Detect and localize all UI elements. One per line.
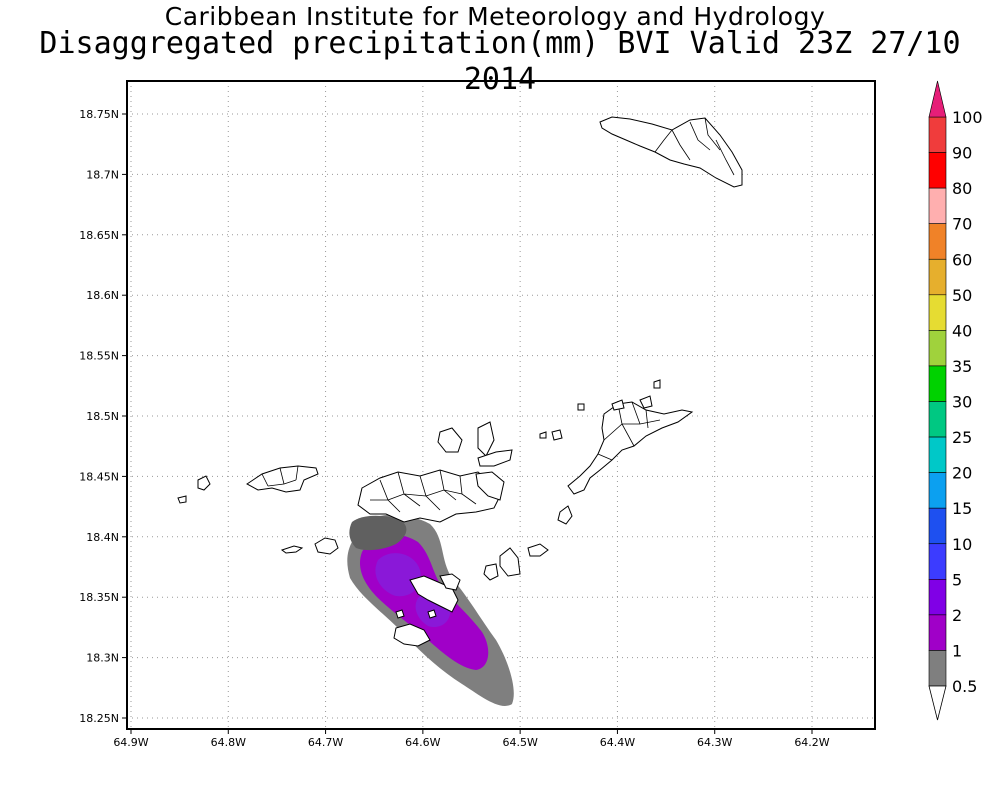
island-camanoe <box>477 421 495 457</box>
colorbar-swatch <box>928 258 947 296</box>
lat-tick-label: 18.5N <box>86 410 119 423</box>
lon-tick-label: 64.7W <box>308 736 343 749</box>
colorbar-label: 60 <box>952 250 972 269</box>
colorbar-swatch <box>928 436 947 473</box>
lon-tick-label: 64.4W <box>600 736 635 749</box>
colorbar-swatch <box>928 472 947 509</box>
colorbar-label: 0.5 <box>952 677 977 696</box>
colorbar-swatch <box>928 614 947 651</box>
longitude-labels: 64.9W 64.8W 64.7W 64.6W 64.5W 64.4W 64.3W 64.2W <box>113 729 830 749</box>
island-scrub <box>477 449 513 467</box>
island-anegada <box>599 116 743 188</box>
colorbar-swatch <box>928 330 947 367</box>
island-beef-east <box>475 471 505 501</box>
colorbar-swatch <box>928 294 947 331</box>
colorbar-label: 2 <box>952 606 962 625</box>
colorbar-label: 90 <box>952 144 972 163</box>
island-small-3 <box>177 495 187 504</box>
lon-tick-label: 64.9W <box>113 736 148 749</box>
colorbar-label: 1 <box>952 641 962 660</box>
precipitation-field <box>347 514 514 706</box>
island-prickly-pear <box>639 395 653 409</box>
lat-tick-label: 18.55N <box>79 350 119 363</box>
colorbar-swatch <box>928 365 947 402</box>
island-virgin-gorda <box>567 401 694 495</box>
island-small-1 <box>280 545 304 554</box>
lon-tick-label: 64.6W <box>405 736 440 749</box>
colorbar-underflow-triangle <box>928 685 947 721</box>
colorbar-swatch <box>928 579 947 616</box>
lat-tick-label: 18.6N <box>86 289 119 302</box>
precip-band-2-5 <box>375 553 421 597</box>
colorbar-label: 100 <box>952 108 983 127</box>
map-frame <box>126 80 876 730</box>
colorbar-swatch <box>928 650 947 687</box>
island-cay-2 <box>539 431 547 439</box>
colorbar-overflow-triangle <box>928 80 947 118</box>
lat-tick-label: 18.45N <box>79 470 119 483</box>
colorbar-swatch <box>928 223 947 260</box>
colorbar-label: 70 <box>952 215 972 234</box>
colorbar-swatch <box>928 543 947 580</box>
island-outlines <box>177 116 743 647</box>
island-cay-3 <box>577 403 585 411</box>
island-fallen-jerusalem <box>557 505 573 525</box>
island-west-cay <box>314 537 339 555</box>
island-ginger <box>527 543 549 557</box>
lon-tick-label: 64.3W <box>697 736 732 749</box>
precip-over-land <box>349 515 407 551</box>
island-cay-1 <box>551 429 563 441</box>
colorbar-label: 20 <box>952 464 972 483</box>
lon-tick-label: 64.5W <box>502 736 537 749</box>
lat-tick-label: 18.3N <box>86 652 119 665</box>
lon-tick-label: 64.2W <box>794 736 829 749</box>
island-necker <box>653 379 661 389</box>
colorbar-swatch <box>928 507 947 545</box>
lon-tick-label: 64.8W <box>211 736 246 749</box>
island-peter <box>409 575 459 613</box>
latitude-labels: 18.75N 18.7N 18.65N 18.6N 18.55N 18.5N 18.45N 1… <box>79 108 127 725</box>
map-title: Disaggregated precipitation(mm) BVI Vali… <box>39 26 961 97</box>
colorbar-swatch <box>928 401 947 438</box>
island-salt <box>483 563 499 581</box>
colorbar-label: 50 <box>952 286 972 305</box>
island-norman-cay <box>395 609 405 619</box>
colorbar-label: 40 <box>952 321 972 340</box>
colorbar-label: 30 <box>952 393 972 412</box>
colorbar-label: 15 <box>952 499 972 518</box>
lat-tick-label: 18.7N <box>86 168 119 181</box>
colorbar-label: 25 <box>952 428 972 447</box>
colorbar-label: 10 <box>952 535 972 554</box>
colorbar-swatch <box>928 152 947 189</box>
island-mosquito <box>611 399 625 411</box>
lat-tick-label: 18.25N <box>79 712 119 725</box>
island-small-2 <box>197 475 211 491</box>
lat-tick-label: 18.75N <box>79 108 119 121</box>
island-guana <box>437 427 463 453</box>
island-cooper <box>499 547 521 577</box>
lat-tick-label: 18.65N <box>79 229 119 242</box>
colorbar-label: 80 <box>952 179 972 198</box>
lat-tick-label: 18.4N <box>86 531 119 544</box>
colorbar-swatch <box>928 116 947 153</box>
institute-title: Caribbean Institute for Meteorology and … <box>164 2 826 31</box>
island-norman <box>393 623 431 647</box>
island-norman-cay2 <box>427 609 437 619</box>
lat-tick-label: 18.35N <box>79 591 119 604</box>
colorbar-label: 5 <box>952 570 962 589</box>
island-norman-east <box>439 573 461 591</box>
colorbar-swatch <box>928 187 947 224</box>
colorbar-label: 35 <box>952 357 972 376</box>
